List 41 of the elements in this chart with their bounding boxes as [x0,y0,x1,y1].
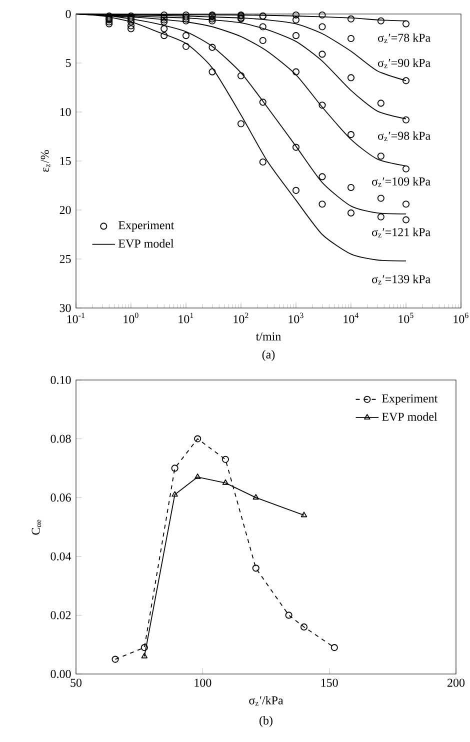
legend-label: Experiment [382,394,438,405]
legend-label: EVP model [118,239,174,248]
y-tick-label: 0 [66,10,71,18]
text: (a) [262,350,275,361]
x-tick-label: 150 [321,678,338,687]
annotation: σ$_{z}$′=139 kPa [372,274,430,284]
y-tick-label: 30 [60,304,71,312]
x-tick-label: 10$^{2}$ [234,312,248,324]
y-axis-title: ε$_{z}$/% [40,150,50,172]
x-axis-title: t/min [256,332,281,340]
legend-label: EVP model [382,412,438,421]
x-tick-label: 10$^{1}$ [178,312,194,324]
annotation: σ$_{z}$′=121 kPa [372,228,430,238]
y-tick-label: 15 [60,156,71,166]
annotation: σ$_{z}$′=98 kPa [378,131,430,142]
annotation: σ$_{z}$′=109 kPa [372,177,430,187]
y-tick-label: 5 [66,59,71,68]
annotation: σ$_{z}$′=78 kPa [378,33,430,44]
text: (b) [260,716,272,727]
y-tick-label: 0.06 [50,494,71,502]
y-tick-label: 0.02 [50,611,71,620]
x-tick-label: 10$^{5}$ [398,312,414,324]
annotation: σ$_{z}$′=90 kPa [378,58,430,68]
x-tick-label: 10$^{0}$ [124,312,138,324]
y-tick-label: 0.08 [50,434,71,443]
y-tick-label: 20 [60,206,71,214]
x-tick-label: 10$^{-1}$ [67,312,85,324]
x-tick-label: 100 [194,678,212,687]
x-tick-label: 10$^{6}$ [454,312,468,324]
x-tick-label: 10$^{3}$ [288,312,304,324]
x-tick-label: 50 [70,678,82,687]
y-tick-label: 10 [60,108,71,116]
y-tick-label: 25 [60,254,71,264]
legend-label: Experiment [118,221,174,232]
x-axis-title: σ$_{z}$′/kPa [249,696,284,706]
y-axis-title: C$_{αe}$ [32,520,42,535]
y-tick-label: 0.00 [50,670,71,678]
y-tick-label: 0.04 [50,552,72,560]
x-tick-label: 10$^{4}$ [344,312,359,324]
y-tick-label: 0.10 [50,376,71,384]
x-tick-label: 200 [448,678,465,687]
